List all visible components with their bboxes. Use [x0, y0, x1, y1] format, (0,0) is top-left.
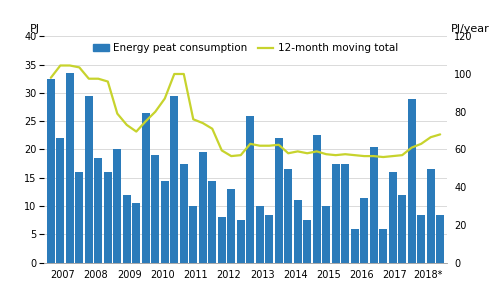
Bar	[322, 206, 330, 263]
Bar	[360, 198, 368, 263]
Bar	[85, 96, 93, 263]
Bar	[123, 195, 131, 263]
Bar	[208, 181, 216, 263]
Bar	[417, 215, 425, 263]
Text: PJ: PJ	[30, 24, 40, 34]
Bar	[227, 189, 235, 263]
Bar	[332, 164, 340, 263]
Bar	[113, 149, 121, 263]
Bar	[94, 158, 102, 263]
Bar	[303, 220, 311, 263]
Bar	[265, 215, 273, 263]
Bar	[161, 181, 169, 263]
Bar	[351, 229, 358, 263]
Bar	[379, 229, 387, 263]
Bar	[398, 195, 406, 263]
Bar	[142, 113, 150, 263]
Bar	[66, 73, 74, 263]
Bar	[104, 172, 112, 263]
Bar	[246, 115, 254, 263]
Bar	[199, 152, 207, 263]
Bar	[76, 172, 83, 263]
Bar	[190, 206, 197, 263]
Bar	[389, 172, 397, 263]
Bar	[275, 138, 283, 263]
Bar	[180, 164, 188, 263]
Bar	[313, 135, 321, 263]
Text: PJ/year: PJ/year	[451, 24, 490, 34]
Bar	[133, 203, 140, 263]
Bar	[284, 169, 292, 263]
Bar	[47, 79, 55, 263]
Bar	[237, 220, 245, 263]
Bar	[436, 215, 444, 263]
Bar	[427, 169, 435, 263]
Bar	[294, 201, 301, 263]
Bar	[341, 164, 349, 263]
Legend: Energy peat consumption, 12-month moving total: Energy peat consumption, 12-month moving…	[89, 39, 402, 57]
Bar	[56, 138, 64, 263]
Bar	[170, 96, 178, 263]
Bar	[256, 206, 264, 263]
Bar	[370, 147, 378, 263]
Bar	[218, 217, 226, 263]
Bar	[151, 155, 159, 263]
Bar	[408, 98, 415, 263]
